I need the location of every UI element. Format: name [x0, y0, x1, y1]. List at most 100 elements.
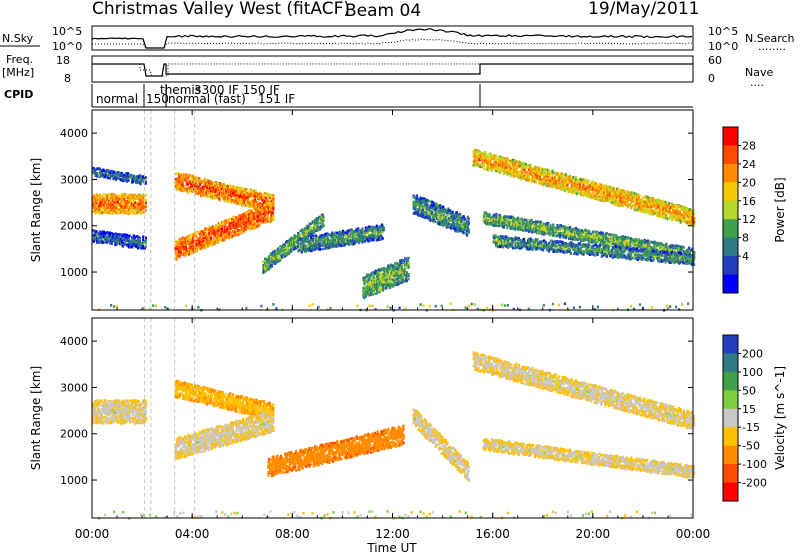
heatmap-cell	[249, 226, 252, 230]
heatmap-cell	[125, 171, 128, 175]
heatmap-cell	[93, 209, 96, 213]
heatmap-cell	[94, 168, 97, 172]
heatmap-cell	[228, 224, 231, 228]
heatmap-cell	[239, 190, 242, 194]
heatmap-cell	[465, 234, 469, 237]
heatmap-cell	[115, 196, 118, 199]
heatmap-cell	[175, 257, 178, 261]
heatmap-cell	[195, 176, 198, 180]
heatmap-cell	[268, 255, 271, 258]
freq-right-tick-top: 60	[708, 54, 722, 67]
heatmap-cell	[92, 197, 95, 200]
heatmap-cell	[186, 242, 189, 245]
heatmap-cell	[263, 192, 267, 195]
heatmap-cell	[144, 241, 147, 245]
heatmap-cell	[248, 203, 251, 207]
heatmap-cell	[217, 181, 220, 185]
heatmap-cell	[132, 174, 135, 178]
heatmap-cell	[109, 231, 112, 235]
heatmap-cell	[98, 240, 101, 243]
heatmap-cell	[125, 179, 129, 183]
heatmap-cell	[254, 189, 257, 193]
heatmap-cell	[137, 202, 140, 206]
heatmap-cell	[277, 249, 280, 252]
heatmap-cell	[120, 174, 123, 177]
heatmap-cell	[215, 181, 218, 184]
heatmap-cell	[212, 181, 215, 184]
heatmap-cell	[198, 244, 201, 247]
heatmap-cell	[144, 201, 147, 204]
heatmap-cell	[210, 236, 213, 240]
heatmap-cell	[174, 241, 177, 244]
heatmap-cell	[207, 236, 210, 239]
heatmap-cell	[204, 194, 207, 197]
heatmap-cell	[234, 234, 237, 237]
heatmap-cell	[120, 242, 123, 245]
heatmap-cell	[181, 181, 184, 185]
heatmap-cell	[459, 212, 462, 216]
heatmap-cell	[495, 154, 498, 158]
heatmap-cell	[142, 196, 145, 200]
heatmap-cell	[205, 184, 208, 188]
heatmap-cell	[290, 244, 293, 248]
heatmap-cell	[175, 182, 178, 186]
freq-left-label-1: Freq.	[6, 53, 33, 66]
heatmap-cell	[108, 197, 111, 201]
heatmap-cell	[194, 239, 197, 243]
heatmap-cell	[122, 202, 125, 205]
heatmap-cell	[263, 221, 267, 225]
heatmap-cell	[244, 215, 247, 219]
heatmap-cell	[220, 232, 223, 235]
heatmap-cell	[114, 176, 117, 179]
heatmap-cell	[142, 244, 145, 248]
heatmap-cell	[136, 201, 139, 204]
heatmap-cell	[204, 227, 207, 231]
heatmap-cell	[177, 171, 180, 175]
heatmap-cell	[120, 203, 123, 206]
heatmap-cell	[107, 169, 110, 172]
heatmap-cell	[250, 220, 253, 223]
heatmap-cell	[247, 220, 251, 223]
heatmap-cell	[265, 209, 268, 212]
heatmap-cell	[263, 203, 267, 207]
heatmap-cell	[238, 231, 241, 235]
heatmap-cell	[120, 204, 123, 208]
heatmap-cell	[286, 244, 289, 248]
heatmap-cell	[228, 199, 231, 202]
heatmap-cell	[242, 213, 245, 216]
heatmap-cell	[132, 234, 135, 237]
heatmap-cell	[109, 202, 112, 206]
heatmap-cell	[259, 217, 262, 220]
heatmap-cell	[180, 241, 183, 244]
heatmap-cell	[255, 207, 258, 211]
heatmap-cell	[144, 176, 147, 179]
heatmap-cell	[231, 217, 234, 221]
heatmap-cell	[245, 221, 248, 224]
heatmap-cell	[265, 207, 268, 210]
heatmap-cell	[367, 239, 370, 243]
heatmap-cell	[187, 191, 190, 194]
heatmap-cell	[107, 193, 110, 197]
heatmap-cell	[269, 266, 272, 270]
heatmap-cell	[235, 189, 238, 193]
heatmap-cell	[466, 224, 469, 228]
heatmap-cell	[134, 206, 137, 209]
heatmap-cell	[237, 186, 240, 190]
heatmap-cell	[482, 164, 485, 167]
heatmap-cell	[407, 273, 410, 276]
heatmap-cell	[221, 237, 224, 241]
heatmap-cell	[137, 197, 140, 201]
heatmap-cell	[109, 236, 112, 239]
heatmap-cell	[142, 235, 146, 239]
heatmap-cell	[142, 202, 145, 206]
heatmap-cell	[379, 272, 382, 275]
beam-label: Beam 04	[345, 1, 421, 21]
heatmap-cell	[141, 205, 144, 209]
heatmap-cell	[214, 238, 217, 242]
heatmap-cell	[114, 178, 118, 181]
heatmap-cell	[279, 245, 282, 248]
heatmap-cell	[99, 171, 102, 175]
heatmap-cell	[215, 195, 218, 199]
heatmap-cell	[140, 207, 143, 211]
heatmap-cell	[210, 229, 213, 233]
